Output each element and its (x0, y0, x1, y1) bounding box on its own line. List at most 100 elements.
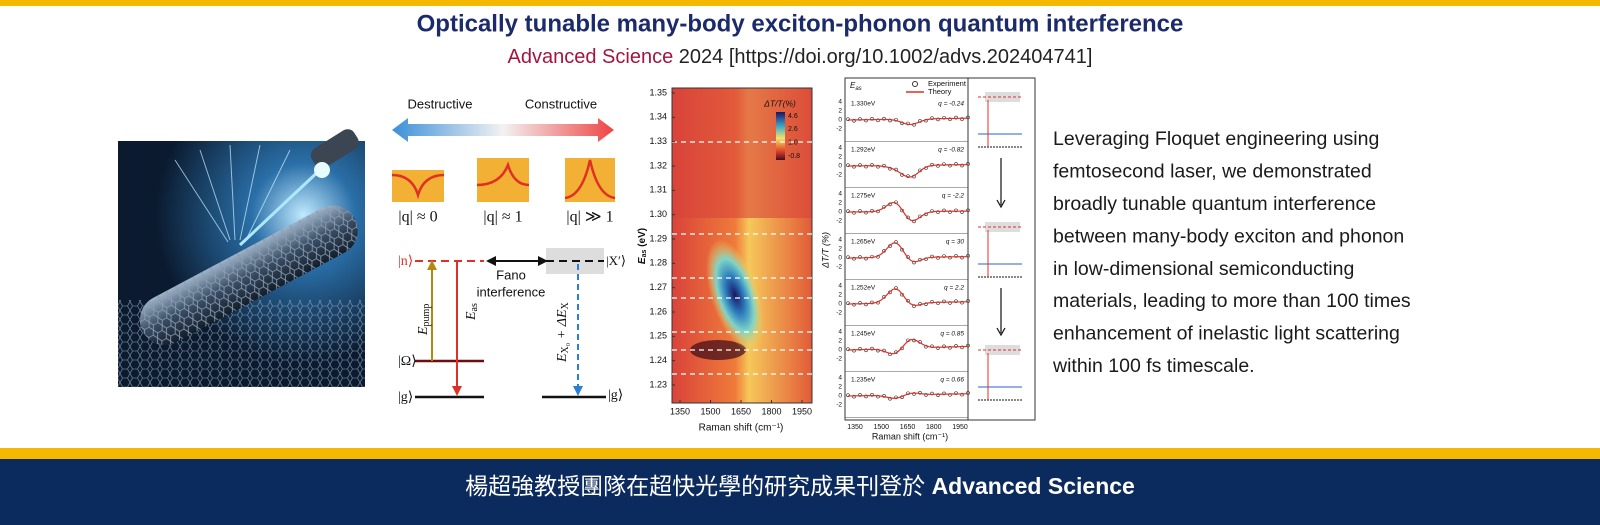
y-tick-label: 0 (838, 393, 842, 400)
schematic: Destructive Constructive |q| ≈ 0 |q| ≈ 1… (391, 96, 626, 405)
data-point (960, 163, 964, 168)
data-point (942, 208, 946, 213)
data-point (864, 348, 868, 353)
y-tick-label: -2 (836, 310, 842, 317)
data-point (870, 346, 874, 351)
data-point (954, 391, 958, 395)
y-tick-label: 0 (838, 209, 842, 216)
y-tick-label: 2 (838, 108, 842, 115)
data-point (876, 394, 880, 399)
theory-curve (847, 392, 969, 399)
y-axis-label: ΔT/T (%) (820, 232, 830, 269)
description-line: broadly tunable quantum interference (1053, 193, 1376, 215)
data-point (888, 352, 892, 357)
y-tick-label: -2 (836, 172, 842, 179)
data-point (948, 117, 952, 122)
y-tick-label: 0 (838, 117, 842, 124)
x-tick-label: 1500 (700, 406, 720, 416)
y-tick-label: 4 (838, 99, 842, 106)
data-point (960, 210, 964, 214)
data-point (864, 256, 868, 261)
x-tick-label: 1950 (952, 424, 968, 431)
y-tick-label: 1.29 (649, 233, 667, 243)
data-point (942, 391, 946, 396)
data-point (942, 299, 946, 304)
energy-label: 1.330eV (851, 101, 876, 108)
title: Optically tunable many-body exciton-phon… (417, 10, 1184, 37)
data-point (846, 255, 850, 260)
illustration (118, 129, 365, 387)
theory-curve (847, 117, 969, 126)
data-point (966, 299, 970, 303)
theory-curve (847, 201, 969, 222)
data-point (960, 300, 964, 305)
data-point (930, 254, 934, 259)
data-point (960, 255, 964, 260)
energy-label: 1.235eV (851, 377, 876, 384)
x-axis-label: Raman shift (cm⁻¹) (699, 423, 784, 434)
e-as-label: Eas (464, 303, 480, 321)
data-point (966, 162, 970, 166)
legend-entry: Theory (928, 87, 952, 96)
data-point (852, 256, 856, 261)
fano-label: Fano (496, 267, 526, 282)
description-line: Leveraging Floquet engineering using (1053, 128, 1379, 150)
q-label: q = -2.2 (942, 193, 965, 200)
data-point (852, 302, 856, 307)
x-tick-label: 1350 (670, 406, 690, 416)
data-point (954, 344, 958, 348)
data-point (864, 394, 868, 399)
data-point (954, 299, 958, 303)
y-tick-label: 1.23 (649, 379, 667, 389)
y-tick-label: 0 (838, 255, 842, 262)
y-tick-label: 4 (838, 191, 842, 198)
mini-level (985, 345, 1020, 355)
data-point (954, 162, 958, 166)
energy-label: 1.245eV (851, 331, 876, 338)
state-label: |n⟩ (398, 254, 413, 269)
y-tick-label: 2 (838, 246, 842, 253)
colorbar-tick-label: 2.6 (788, 126, 798, 133)
heatmap: ΔT/T(%) Raman shift (cm⁻¹) Eas (eV) 1.35… (637, 87, 813, 434)
top-stripe (0, 0, 1600, 6)
y-tick-label: -2 (836, 126, 842, 133)
data-point (852, 164, 856, 169)
y-tick-label: 2 (838, 292, 842, 299)
data-point (858, 117, 862, 121)
q-label: |q| ≫ 1 (566, 209, 613, 226)
data-point (912, 392, 916, 396)
state-label: |X′⟩ (606, 253, 626, 268)
x-tick-label: 1350 (847, 424, 863, 431)
data-point (966, 115, 970, 120)
data-point (936, 210, 940, 214)
data-point (894, 286, 898, 290)
y-tick-label: 1.27 (649, 282, 667, 292)
data-point (852, 394, 856, 399)
subtitle: Advanced Science 2024 [https://doi.org/1… (508, 46, 1093, 68)
theory-curve (847, 288, 969, 306)
data-point (888, 118, 892, 123)
theory-curve (847, 242, 969, 263)
description-line: enhancement of inelastic light scatterin… (1053, 323, 1400, 345)
colorbar-tick-label: 1.0 (788, 140, 798, 147)
x-tick-label: 1800 (761, 406, 781, 416)
data-point (870, 209, 874, 213)
y-tick-label: 0 (838, 347, 842, 354)
data-point (954, 115, 958, 120)
data-point (846, 163, 850, 167)
data-point (948, 163, 952, 168)
y-tick-label: 1.28 (649, 258, 667, 268)
y-tick-label: 2 (838, 338, 842, 345)
energy-label: 1.252eV (851, 285, 876, 292)
data-point (858, 347, 862, 351)
colorbar-tick-label: 4.6 (788, 113, 798, 120)
data-point (930, 162, 934, 167)
e-x-label: EX₀ + ΔEX (555, 302, 571, 364)
y-tick-label: 4 (838, 237, 842, 244)
x-axis-label: Raman shift (cm⁻¹) (872, 431, 948, 441)
data-point (912, 304, 916, 308)
y-tick-label: 0 (838, 301, 842, 308)
data-point (912, 219, 916, 224)
data-point (888, 396, 892, 401)
q-label: q = 0.85 (940, 331, 964, 338)
